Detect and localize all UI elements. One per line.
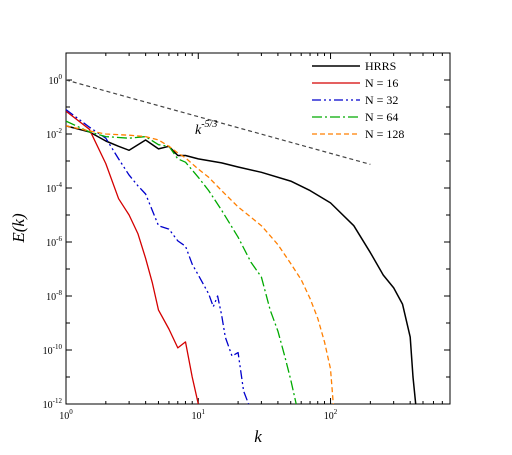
tick-label-base: 10: [324, 411, 334, 422]
legend-label-0: HRRS: [365, 59, 396, 73]
tick-label-exp: -4: [56, 181, 62, 189]
tick-label-base: 10: [46, 130, 56, 141]
series-lines: [66, 109, 417, 404]
legend-label-2: N = 32: [365, 93, 398, 107]
tick-label-exp: 0: [59, 73, 63, 81]
slope-annotation: k-5/3: [195, 119, 217, 138]
tick-label-exp: 0: [69, 408, 73, 416]
legend-label-4: N = 128: [365, 127, 404, 141]
x-tick-label: 102: [324, 408, 338, 422]
tick-label-exp: 2: [334, 408, 338, 416]
y-tick-label: 10-6: [46, 235, 62, 249]
legend-label-1: N = 16: [365, 76, 398, 90]
reference-slope-line: [65, 79, 371, 165]
series-line-2: [66, 109, 250, 404]
tick-label-base: 10: [192, 411, 202, 422]
y-tick-label: 10-10: [43, 343, 63, 357]
series-line-4: [66, 125, 334, 404]
tick-label-exp: -10: [53, 343, 63, 351]
series-line-1: [66, 110, 199, 404]
y-axis-label: E(k): [9, 213, 28, 244]
tick-label-exp: -2: [56, 127, 62, 135]
plot-frame: [65, 52, 451, 405]
series-line-3: [66, 120, 297, 404]
slope-annotation-base: k: [195, 123, 202, 138]
legend-label-3: N = 64: [365, 110, 398, 124]
y-tick-label: 10-8: [46, 289, 62, 303]
tick-label-base: 10: [49, 76, 59, 87]
x-axis-label: k: [254, 427, 262, 446]
axis-ticks: [65, 52, 451, 405]
x-tick-label: 101: [192, 408, 206, 422]
tick-label-exp: -6: [56, 235, 62, 243]
legend: HRRS N = 16 N = 32 N = 64 N = 128: [312, 59, 404, 141]
slope-annotation-exp: -5/3: [201, 119, 217, 130]
tick-label-base: 10: [46, 238, 56, 249]
x-tick-label: 100: [59, 408, 73, 422]
tick-label-exp: -12: [53, 397, 63, 405]
tick-label-base: 10: [43, 400, 53, 411]
y-tick-label: 10-4: [46, 181, 62, 195]
tick-label-base: 10: [43, 346, 53, 357]
tick-label-base: 10: [59, 411, 69, 422]
tick-label-base: 10: [46, 184, 56, 195]
y-tick-label: 10-12: [43, 397, 63, 411]
series-line-0: [66, 125, 417, 404]
tick-label-base: 10: [46, 292, 56, 303]
tick-label-exp: -8: [56, 289, 62, 297]
tick-label-exp: 1: [202, 408, 206, 416]
y-tick-label: 10-2: [46, 127, 62, 141]
y-tick-label: 100: [49, 73, 63, 87]
